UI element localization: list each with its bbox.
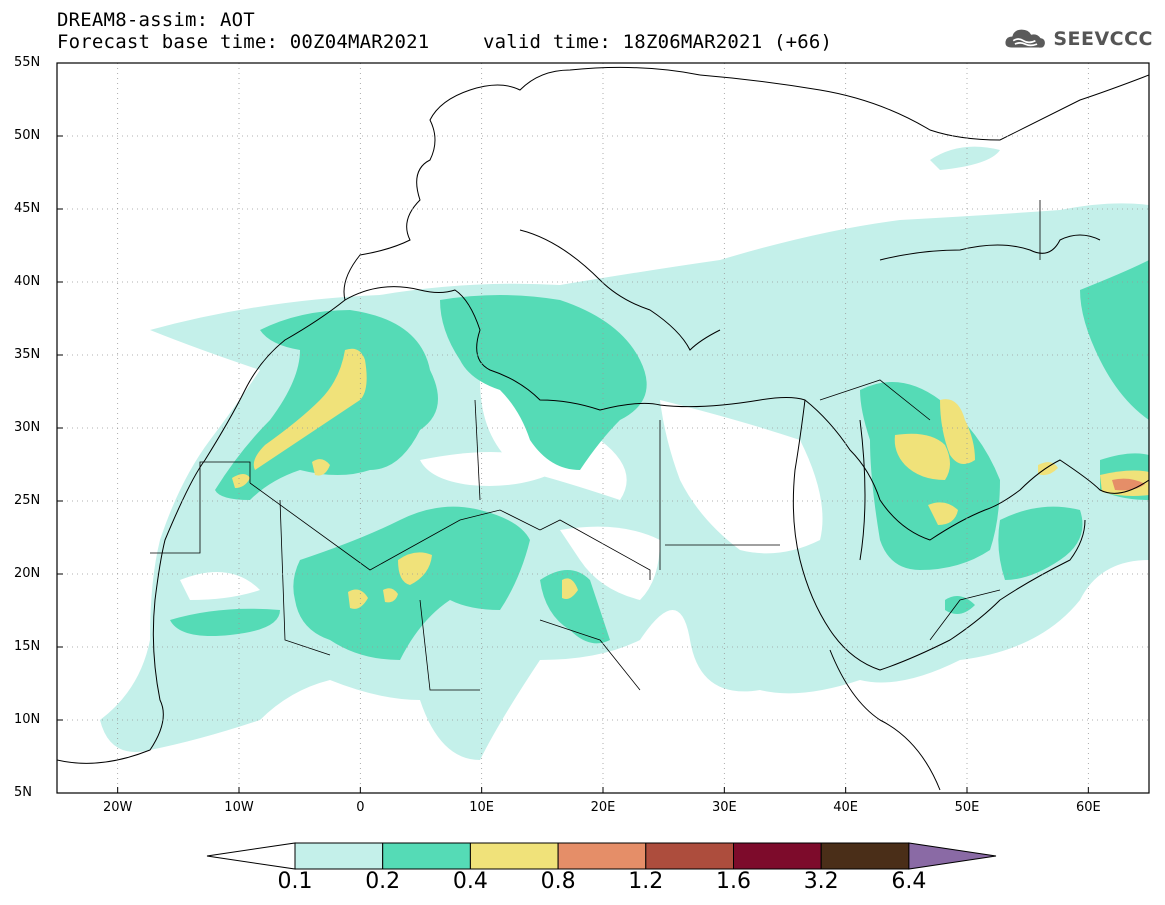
colorbar-label: 3.2 <box>803 869 839 894</box>
colorbar-label: 0.1 <box>277 869 313 894</box>
lon-label: 20E <box>590 800 616 815</box>
lon-label: 60E <box>1075 800 1101 815</box>
lon-label: 20W <box>102 800 133 815</box>
lon-label: 10W <box>224 800 254 815</box>
lat-label: 15N <box>14 639 41 654</box>
colorbar-label: 1.6 <box>716 869 751 894</box>
colorbar-segment <box>557 842 647 870</box>
coastlines <box>57 66 1149 791</box>
forecast-base-time: Forecast base time: 00Z04MAR2021 <box>57 31 430 53</box>
seevccc-logo: SEEVCCC <box>1003 22 1153 56</box>
lat-label: 5N <box>14 785 32 800</box>
colorbar-label: 0.4 <box>452 869 488 894</box>
aot-level-0.4 <box>232 348 1149 609</box>
lat-label: 20N <box>14 566 41 581</box>
lon-label: 30E <box>711 800 737 815</box>
colorbar-label: 0.8 <box>540 869 576 894</box>
lon-label: 10E <box>469 800 495 815</box>
lat-label: 40N <box>14 274 41 289</box>
colorbar-under-arrow <box>206 842 296 870</box>
map-title: DREAM8-assim: AOT <box>57 9 255 31</box>
axis-ticks <box>57 62 1089 794</box>
valid-time: valid time: 18Z06MAR2021 (+66) <box>483 31 833 53</box>
lon-label: 50E <box>954 800 980 815</box>
colorbar-segment <box>294 842 384 870</box>
colorbar-over-arrow <box>908 842 997 870</box>
cloud-icon <box>1005 29 1045 48</box>
colorbar-label: 6.4 <box>891 869 927 894</box>
lat-label: 25N <box>14 493 41 508</box>
lat-label: 30N <box>14 420 41 435</box>
colorbar-segment <box>820 842 910 870</box>
lat-label: 45N <box>14 201 41 216</box>
country-borders <box>150 200 1041 691</box>
colorbar-segment <box>382 842 471 870</box>
colorbar-segment <box>645 842 734 870</box>
lon-label: 40E <box>833 800 859 815</box>
lat-label: 55N <box>14 55 41 70</box>
lat-label: 35N <box>14 347 41 362</box>
lat-label: 10N <box>14 712 41 727</box>
colorbar-segment <box>733 842 822 870</box>
colorbar <box>206 842 997 870</box>
lon-label: 0 <box>356 800 365 815</box>
logo-text: SEEVCCC <box>1053 28 1153 50</box>
lat-label: 50N <box>14 128 41 143</box>
colorbar-label: 0.2 <box>365 869 401 894</box>
graticule <box>57 63 1149 793</box>
colorbar-label: 1.2 <box>628 869 664 894</box>
colorbar-segment <box>469 842 559 870</box>
